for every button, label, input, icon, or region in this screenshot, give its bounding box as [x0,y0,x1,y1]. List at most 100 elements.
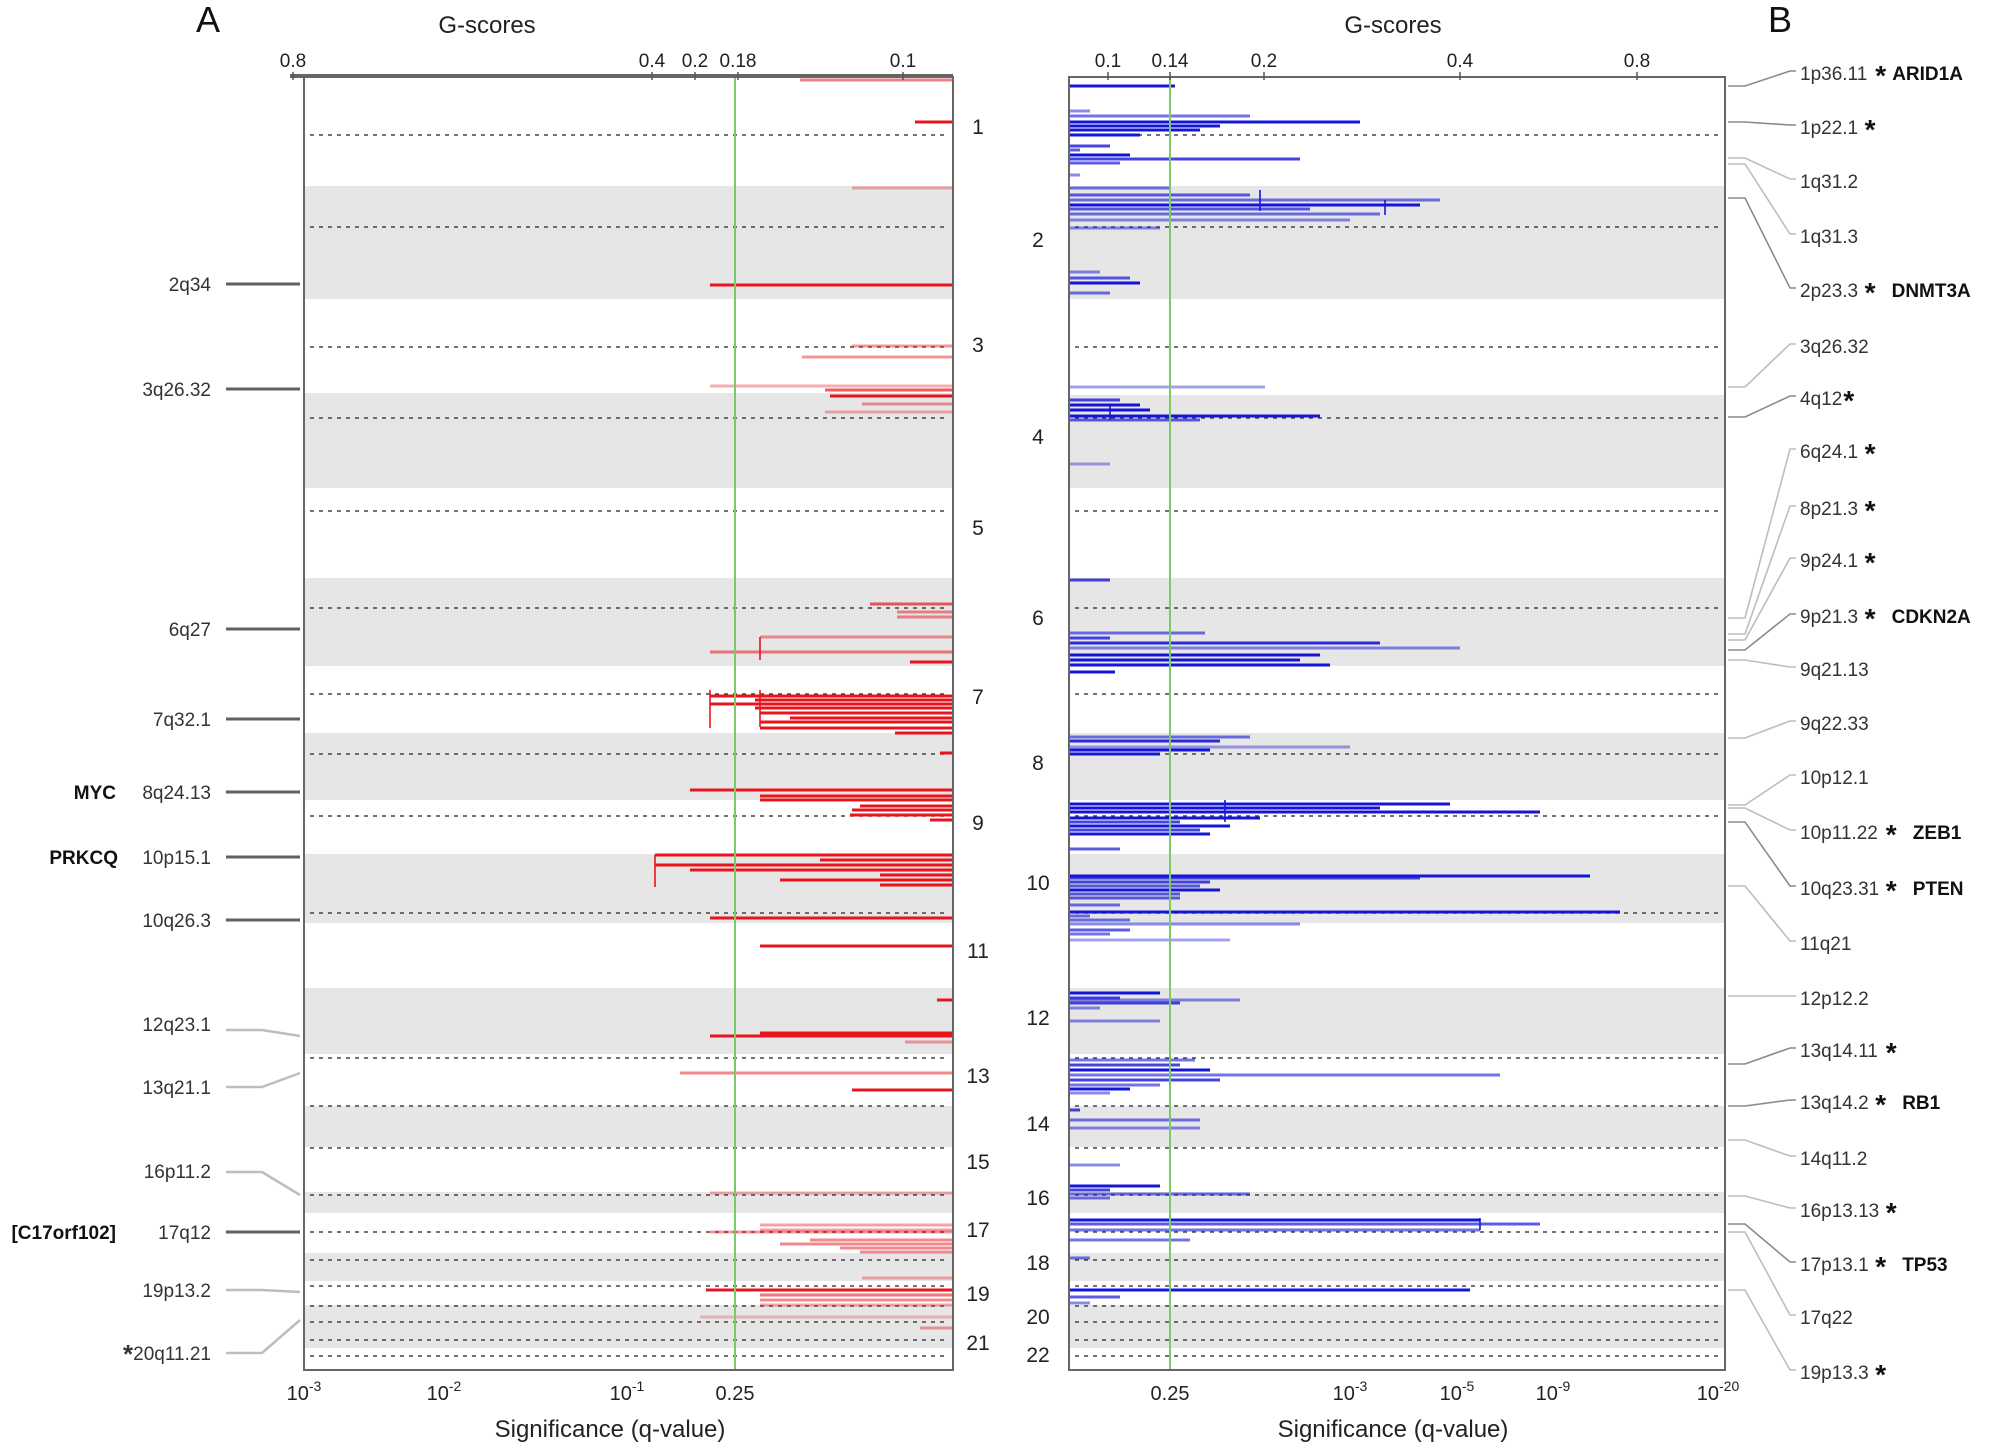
panel-b-plot-frame [1068,76,1726,1371]
panel-a-chromosome-boundaries [310,134,949,1357]
top-tick-label: 0.18 [720,51,757,72]
peak-cytoband-label: 8q24.13 [142,783,211,804]
significance-star: * [1886,875,1897,906]
chromosome-label: 1 [972,116,984,139]
panel-a-xlabel: Significance (q-value) [495,1416,726,1443]
peak-leader-line [1728,70,1796,87]
chromosome-label: 7 [972,686,984,709]
grey-band [1069,186,1725,299]
panel-b-peak-labels: 1p36.11 * ARID1A 1p22.1 * 1q31.2 1q31.3 2p23.3 *… [1728,60,1971,1390]
significance-star: * [1886,1037,1897,1068]
peak-leader-line [1728,1231,1796,1316]
peak-cytoband-label: 9q22.33 [1800,714,1869,735]
peak-leader-line [1728,157,1796,180]
chromosome-label: 3 [972,334,984,357]
peak-leader-line [226,1288,301,1294]
panel-b-label: B [1768,0,1792,40]
significance-star: * [1865,495,1876,526]
chromosome-label: 10 [1026,872,1049,895]
chromosome-label: 4 [1032,426,1044,449]
panel-a-title: G-scores [438,12,535,39]
peak-leader-line [1728,659,1796,668]
peak-leader-line [1728,163,1796,235]
peak-cytoband-label: 9p21.3 [1800,607,1858,628]
peak-cytoband-label: 14q11.2 [1800,1149,1867,1170]
grey-band [304,393,953,488]
peak-cytoband-label: 16p11.2 [144,1162,211,1183]
panel-b-segments [1069,84,1620,1305]
panel-b-bottom-axis: 0.25 10-3 10-5 10-9 10-20 [1151,1378,1740,1405]
peak-leader-line [1728,121,1796,126]
peak-cytoband-label: 1q31.3 [1800,227,1858,248]
grey-band [1069,1305,1725,1348]
peak-cytoband-label: 10p12.1 [1800,768,1869,789]
panel-b-xlabel: Significance (q-value) [1278,1416,1509,1443]
peak-gene-label: TP53 [1902,1255,1947,1276]
chromosome-label: 21 [966,1332,989,1355]
top-tick-label: 0.2 [682,51,708,72]
panel-a-top-axis: 0.8 0.4 0.2 0.18 0.1 [280,51,953,80]
peak-cytoband-label: 9q21.13 [1800,660,1869,681]
peak-leader-line [1728,448,1796,619]
panel-a-peak-labels: 2q34 3q26.32 6q27 7q32.1 8q24.13 MYC 10p15.1 PR… [11,275,301,1369]
panel-a-bands [304,186,953,1348]
chromosome-label: 15 [966,1151,989,1174]
peak-leader-line [226,1071,301,1089]
peak-gene-label: CDKN2A [1892,607,1971,628]
peak-cytoband-label: 2q34 [169,275,212,296]
peak-leader-line [1728,1099,1796,1107]
peak-cytoband-label: 12p12.2 [1800,989,1869,1010]
significance-star: * [1865,114,1876,145]
chromosome-label: 2 [1032,229,1044,252]
chromosome-label: 12 [1026,1007,1049,1030]
significance-star: * [1875,1251,1886,1282]
peak-cytoband-label: 16p13.13 [1800,1201,1879,1222]
panel-b-top-axis: 0.1 0.14 0.2 0.4 0.8 [1095,51,1650,80]
peak-leader-line [1728,885,1796,942]
chromosome-label: 8 [1032,752,1044,775]
top-tick-label: 0.1 [890,51,916,72]
grey-band [1069,395,1725,488]
peak-gene-label: MYC [74,783,117,804]
top-tick-label: 0.4 [1447,51,1474,72]
bottom-tick-label: 0.25 [716,1383,755,1405]
chromosome-label: 18 [1026,1252,1049,1275]
chromosome-label: 6 [1032,607,1044,630]
peak-cytoband-label: 6q27 [169,620,211,641]
peak-leader-line [1728,1139,1796,1157]
chromosome-label: 22 [1026,1344,1049,1367]
significance-star: * [1865,277,1876,308]
significance-star: * [1865,547,1876,578]
panel-a-segments [654,78,953,1330]
peak-gene-label: PTEN [1913,879,1964,900]
significance-star: * [1875,60,1886,91]
peak-cytoband-label: 10q23.31 [1800,879,1879,900]
panel-b-title: G-scores [1344,12,1441,39]
peak-cytoband-label: 13q14.11 [1800,1041,1878,1062]
grey-band [304,1192,953,1213]
bottom-tick-label: 0.25 [1151,1383,1190,1405]
chromosome-label: 13 [966,1065,989,1088]
peak-leader-line [1728,613,1796,651]
peak-cytoband-label: 1q31.2 [1800,172,1858,193]
peak-cytoband-label: 4q12 [1800,389,1842,410]
peak-leader-line [1728,821,1796,887]
peak-cytoband-label: *20q11.21 [123,1339,211,1369]
segment-bracket [654,637,761,887]
chromosome-label: 5 [972,517,984,540]
peak-cytoband-label: 7q32.1 [153,710,211,731]
peak-cytoband-label: 11q21 [1800,934,1851,955]
significance-star: * [1865,603,1876,634]
peak-cytoband-label: 19p13.2 [142,1281,211,1302]
peak-cytoband-label: 2p23.3 [1800,281,1858,302]
peak-gene-label: PRKCQ [49,848,118,869]
grey-band [304,988,953,1054]
grey-band [1069,578,1725,666]
panel-b-chromosome-labels: 2 4 6 8 10 12 14 16 18 20 22 [1026,229,1050,1367]
grey-band [304,186,953,299]
top-tick-label: 0.2 [1251,51,1277,72]
peak-leader-line [226,1170,301,1197]
peak-cytoband-label: 1p36.11 [1800,64,1867,85]
